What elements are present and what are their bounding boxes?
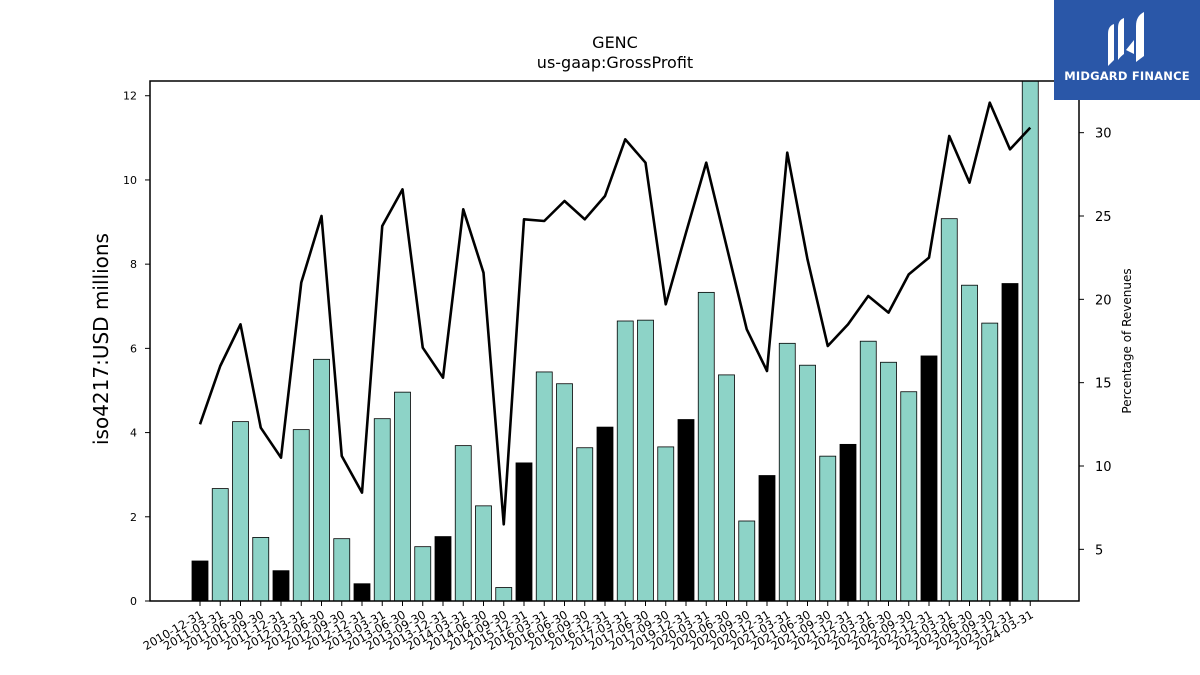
bar-2017-09-30 xyxy=(657,446,675,602)
bar-2021-06-30 xyxy=(799,364,816,602)
plot-frame xyxy=(149,80,1080,602)
bar-2023-03-31 xyxy=(940,218,958,602)
bar-2016-06-30 xyxy=(556,383,573,602)
bar-2012-09-30 xyxy=(333,538,351,602)
percentage-line xyxy=(198,101,1032,526)
bar-2016-09-30 xyxy=(576,447,594,602)
bar-2013-06-30 xyxy=(394,391,411,602)
bar-2012-03-31 xyxy=(292,429,310,602)
y-axis-label: iso4217:USD millions xyxy=(89,233,113,445)
y-tick-label-2: 2 xyxy=(130,511,137,524)
y-tick-label-8: 8 xyxy=(130,258,137,271)
bar-2012-06-30 xyxy=(313,358,330,602)
bar-2011-03-31 xyxy=(211,488,229,602)
bar-2022-09-30 xyxy=(900,391,918,602)
y2-tick-label-25: 25 xyxy=(1095,210,1112,225)
bar-2014-03-31 xyxy=(454,445,472,602)
y2-tick-label-5: 5 xyxy=(1095,543,1103,558)
bar-2012-12-31 xyxy=(353,583,371,602)
bar-2021-12-31 xyxy=(839,443,857,602)
bar-2020-09-30 xyxy=(738,520,756,602)
bar-2014-09-30 xyxy=(495,587,513,602)
chart-subtitle: us-gaap:GrossProfit xyxy=(537,53,693,72)
bar-2013-09-30 xyxy=(414,546,432,602)
brand-name: MIDGARD FINANCE xyxy=(1064,69,1190,83)
bar-2011-06-30 xyxy=(232,421,249,602)
bar-2022-12-31 xyxy=(920,355,938,602)
y2-tick-label-20: 20 xyxy=(1095,293,1112,308)
line-series xyxy=(198,101,1032,526)
bar-2013-12-31 xyxy=(434,536,452,602)
bar-series xyxy=(191,80,1039,602)
bar-2020-03-31 xyxy=(697,291,715,602)
bar-2020-06-30 xyxy=(718,374,735,602)
y-tick-label-0: 0 xyxy=(130,595,137,608)
bar-2023-12-31 xyxy=(1001,283,1019,602)
y-tick-label-12: 12 xyxy=(123,90,137,103)
y2-tick-label-15: 15 xyxy=(1095,377,1112,392)
bar-2014-06-30 xyxy=(475,505,492,602)
chart-title: GENC xyxy=(592,33,638,52)
bar-2016-03-31 xyxy=(535,371,553,602)
y-tick-label-6: 6 xyxy=(130,342,137,355)
brand-mark-icon xyxy=(1108,12,1144,66)
bar-2021-09-30 xyxy=(819,455,837,602)
y-tick-label-4: 4 xyxy=(130,427,137,440)
right-axis-ticks: 5 10 15 20 25 30 xyxy=(1079,127,1112,558)
bar-2010-12-31 xyxy=(191,560,209,602)
bar-2016-12-31 xyxy=(596,426,614,602)
bar-2022-03-31 xyxy=(859,340,877,602)
x-axis-ticks: 2010-12-312011-03-312011-06-302011-09-30… xyxy=(141,601,1036,653)
bar-2019-12-31 xyxy=(677,419,695,602)
y2-tick-label-30: 30 xyxy=(1095,127,1112,142)
bar-2011-09-30 xyxy=(252,537,270,602)
brand-logo: MIDGARD FINANCE xyxy=(1054,0,1200,100)
bar-2024-03-31 xyxy=(1021,80,1039,602)
bar-2013-03-31 xyxy=(373,418,391,602)
bar-2023-09-30 xyxy=(981,322,999,602)
y2-tick-label-10: 10 xyxy=(1095,460,1112,475)
bar-2017-03-31 xyxy=(616,320,634,602)
bar-2011-12-31 xyxy=(272,570,290,602)
y2-axis-label: Percentage of Revenues xyxy=(1120,268,1134,413)
bar-2023-06-30 xyxy=(961,284,978,602)
bar-2021-03-31 xyxy=(778,342,796,602)
y-tick-label-10: 10 xyxy=(123,174,137,187)
bar-2017-06-30 xyxy=(637,319,654,602)
bar-2015-12-31 xyxy=(515,462,533,602)
left-axis-ticks: 0 2 4 6 8 10 12 xyxy=(123,90,150,608)
bar-2022-06-30 xyxy=(880,361,897,602)
bar-2020-12-31 xyxy=(758,475,776,602)
